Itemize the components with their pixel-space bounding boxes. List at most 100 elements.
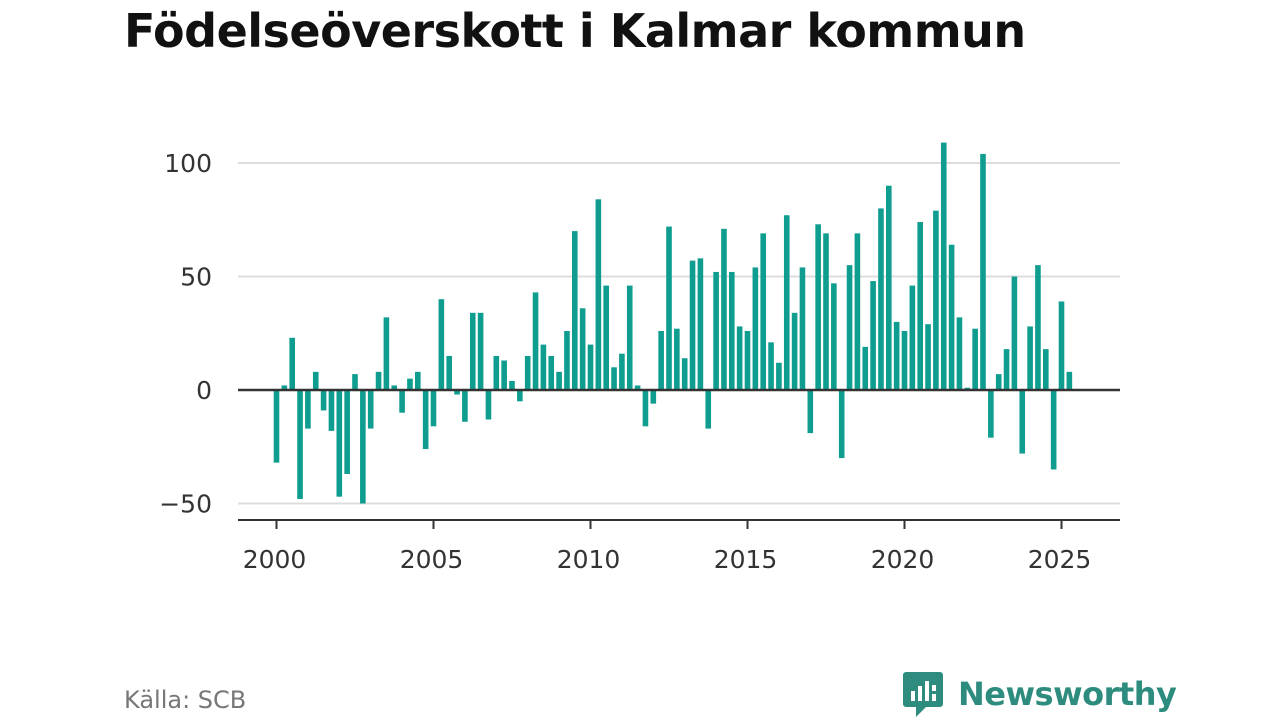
bar — [1011, 276, 1018, 390]
bar — [407, 378, 413, 390]
bar — [501, 360, 507, 390]
gridlines — [238, 162, 1120, 505]
bar — [446, 355, 452, 390]
bar — [305, 390, 311, 429]
x-tick-label: 2015 — [714, 545, 778, 574]
bar — [736, 326, 743, 390]
x-tick-label: 2020 — [871, 545, 935, 574]
bar — [799, 267, 806, 390]
bar — [579, 308, 586, 390]
axes — [238, 388, 1120, 529]
bar — [681, 358, 688, 390]
x-tick-label: 2000 — [243, 545, 307, 574]
bar — [462, 390, 468, 422]
bar — [524, 355, 531, 390]
bar — [540, 344, 547, 390]
bar — [760, 233, 766, 390]
bar — [1035, 265, 1041, 390]
bar — [878, 208, 884, 390]
bar — [823, 233, 829, 390]
bar — [344, 390, 350, 474]
bar — [893, 321, 900, 390]
tick-labels: −50 0 50 100 2000 2005 2010 2015 2020 2025 — [159, 149, 1091, 574]
bar — [634, 385, 641, 390]
bar — [650, 390, 657, 404]
bar — [383, 317, 390, 390]
bar — [1027, 326, 1033, 390]
y-tick-label: 50 — [180, 263, 212, 292]
bar — [838, 390, 845, 459]
bar — [626, 285, 633, 390]
bar — [438, 299, 445, 390]
bar — [375, 371, 382, 390]
bar — [548, 355, 555, 390]
y-tick-label: 0 — [196, 376, 212, 405]
bar — [807, 390, 814, 434]
bar — [988, 390, 994, 438]
bar — [1043, 349, 1049, 390]
bar — [666, 226, 672, 390]
y-tick-label: −50 — [159, 490, 212, 519]
bar — [862, 346, 869, 390]
bar — [587, 344, 594, 390]
brand-name: Newsworthy — [958, 675, 1177, 713]
bar — [595, 199, 602, 390]
chart-title: Födelseöverskott i Kalmar kommun — [124, 4, 1026, 58]
bar — [980, 153, 986, 390]
bar — [752, 267, 759, 390]
bar — [493, 355, 500, 390]
bar — [729, 271, 735, 390]
bar — [477, 312, 484, 390]
bar — [273, 390, 280, 463]
bar — [556, 371, 562, 390]
bar — [454, 390, 460, 395]
bar — [933, 210, 939, 390]
bar — [289, 337, 295, 390]
bar — [320, 390, 327, 411]
bar — [815, 224, 821, 390]
bar — [909, 285, 916, 390]
bar — [297, 390, 303, 499]
bar — [940, 142, 947, 390]
bar — [469, 312, 476, 390]
bar — [360, 390, 366, 504]
y-tick-label: 100 — [164, 149, 212, 178]
bar — [352, 374, 358, 390]
bar — [783, 215, 790, 390]
bar — [689, 260, 696, 390]
bar — [697, 258, 704, 390]
bar — [1066, 371, 1073, 390]
bar — [831, 283, 837, 390]
bar — [995, 374, 1002, 390]
bar — [485, 390, 492, 420]
bar — [399, 390, 405, 413]
bar — [391, 385, 398, 390]
bar — [846, 265, 853, 390]
bar — [925, 324, 931, 390]
bar — [870, 281, 876, 390]
bar — [705, 390, 712, 429]
bar — [572, 231, 578, 390]
bar — [281, 385, 288, 390]
bar — [422, 390, 429, 450]
bar — [658, 330, 664, 390]
bar — [1003, 349, 1010, 390]
bars — [273, 142, 1073, 504]
bar — [564, 330, 570, 390]
bar — [1019, 390, 1026, 454]
bar — [776, 362, 782, 390]
bar — [901, 330, 908, 390]
bar — [367, 390, 374, 429]
bar — [854, 233, 861, 390]
bar — [509, 380, 515, 390]
bar — [972, 328, 978, 390]
bar — [886, 185, 892, 390]
bar — [721, 228, 727, 390]
bar — [791, 312, 798, 390]
newsworthy-logo-icon — [903, 672, 943, 717]
bar — [1058, 301, 1065, 390]
bar — [948, 244, 955, 390]
bar — [415, 371, 421, 390]
bar — [532, 292, 539, 390]
